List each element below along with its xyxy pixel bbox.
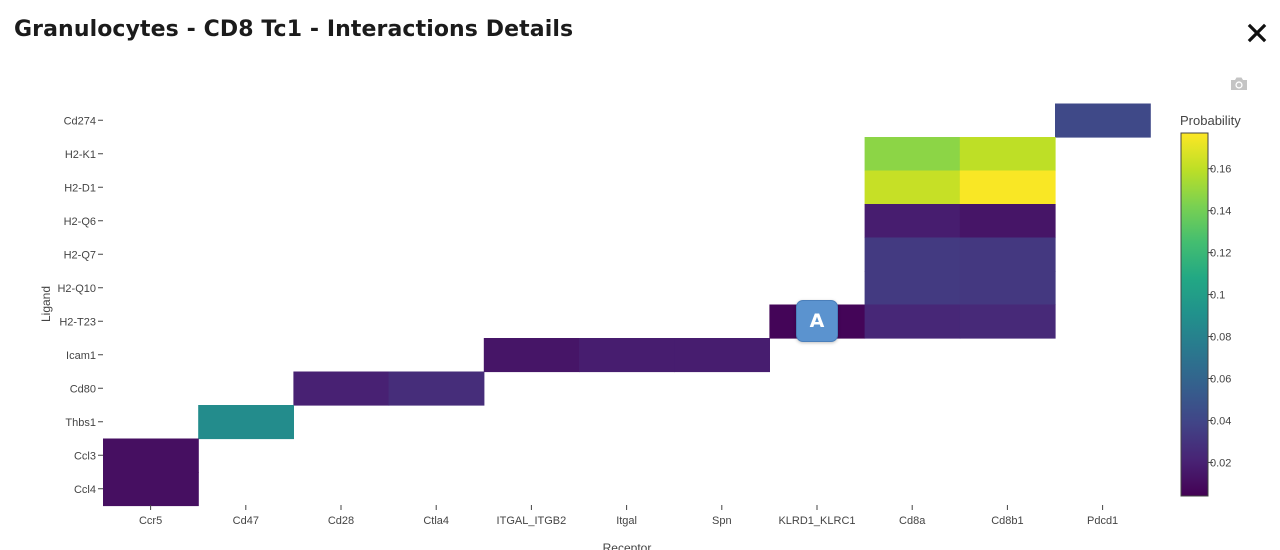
colorbar-tick-label: 0.02 <box>1210 457 1231 469</box>
camera-button[interactable] <box>1228 74 1250 94</box>
colorbar-title: Probability <box>1180 113 1241 128</box>
annotation-badge-a[interactable]: A <box>796 300 838 342</box>
x-tick-label: Ccr5 <box>139 515 162 527</box>
x-tick-label: Cd8a <box>899 515 926 527</box>
colorbar-tick-label: 0.06 <box>1210 373 1231 385</box>
heatmap-cell[interactable] <box>103 438 199 473</box>
camera-icon <box>1231 77 1247 90</box>
x-tick-label: ITGAL_ITGB2 <box>497 515 567 527</box>
colorbar-tick-label: 0.1 <box>1210 290 1225 302</box>
colorbar-tick-label: 0.16 <box>1210 164 1231 176</box>
heatmap-cell[interactable] <box>674 338 770 373</box>
colorbar-tick-label: 0.12 <box>1210 248 1231 260</box>
colorbar-tick-label: 0.08 <box>1210 332 1231 344</box>
heatmap-cell[interactable] <box>483 338 580 373</box>
colorbar-gradient <box>1180 132 1209 497</box>
x-tick-label: Cd8b1 <box>991 515 1023 527</box>
colorbar: Probability 0.020.040.060.080.10.120.140… <box>1180 113 1241 497</box>
heatmap-cell[interactable] <box>864 204 961 239</box>
y-tick-label: Cd274 <box>64 115 96 127</box>
y-tick-label: Cd80 <box>70 383 96 395</box>
y-tick-label: Ccl3 <box>74 450 96 462</box>
y-axis: Cd274 H2-K1 H2-D1 H2-Q6 H2-Q7 H2-Q10 H2-T23 Ica… <box>57 115 103 496</box>
x-tick-label: Cd47 <box>233 515 259 527</box>
y-tick-label: H2-D1 <box>64 182 96 194</box>
y-tick-label: Ccl4 <box>74 484 96 496</box>
heatmap-cell[interactable] <box>1055 103 1151 138</box>
heatmap-cell[interactable] <box>959 170 1056 205</box>
y-tick-label: H2-K1 <box>65 149 96 161</box>
heatmap-cell[interactable] <box>959 271 1056 306</box>
heatmap-cell[interactable] <box>293 371 390 406</box>
x-tick-label: Ctla4 <box>423 515 449 527</box>
heatmap-cell[interactable] <box>864 137 961 172</box>
heatmap-cell[interactable] <box>198 405 294 440</box>
y-axis-title: Ligand <box>39 286 53 322</box>
heatmap-cells <box>103 103 1151 507</box>
colorbar-tick-label: 0.14 <box>1210 206 1231 218</box>
x-axis-title: Receptor <box>603 541 652 550</box>
heatmap-cell[interactable] <box>103 472 199 507</box>
modal-title: Granulocytes - CD8 Tc1 - Interactions De… <box>14 17 574 42</box>
heatmap-cell[interactable] <box>959 304 1056 339</box>
x-axis: Ccr5 Cd47 Cd28 Ctla4 ITGAL_ITGB2 Itgal Spn KLRD… <box>139 505 1118 527</box>
heatmap-cell[interactable] <box>959 204 1056 239</box>
heatmap-cell[interactable] <box>388 371 485 406</box>
colorbar-ticks: 0.02 0.04 0.06 0.08 0.1 0.12 0.14 0.16 <box>1208 164 1231 469</box>
heatmap-cell[interactable] <box>864 237 961 272</box>
y-tick-label: Thbs1 <box>65 417 96 429</box>
heatmap-cell[interactable] <box>959 237 1056 272</box>
y-tick-label: H2-Q7 <box>64 249 96 261</box>
y-tick-label: H2-T23 <box>59 316 96 328</box>
y-tick-label: H2-Q6 <box>64 216 96 228</box>
x-tick-label: Spn <box>712 515 732 527</box>
close-icon <box>1247 23 1267 43</box>
y-tick-label: H2-Q10 <box>57 283 96 295</box>
heatmap-cell[interactable] <box>959 137 1056 172</box>
heatmap-cell[interactable] <box>864 304 961 339</box>
heatmap-cell[interactable] <box>864 170 961 205</box>
heatmap-cell[interactable] <box>864 271 961 306</box>
x-tick-label: Pdcd1 <box>1087 515 1118 527</box>
x-tick-label: Itgal <box>616 515 637 527</box>
heatmap-cell[interactable] <box>579 338 675 373</box>
y-tick-label: Icam1 <box>66 350 96 362</box>
x-tick-label: KLRD1_KLRC1 <box>778 515 855 527</box>
close-button[interactable] <box>1244 20 1270 46</box>
colorbar-tick-label: 0.04 <box>1210 415 1231 427</box>
x-tick-label: Cd28 <box>328 515 354 527</box>
